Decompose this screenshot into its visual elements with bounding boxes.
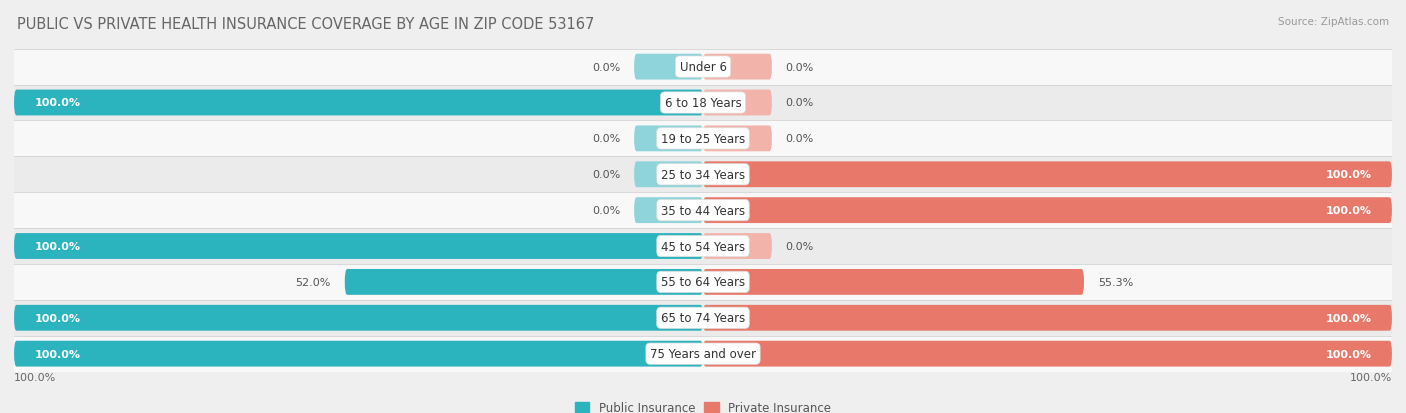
Text: 52.0%: 52.0%	[295, 277, 330, 287]
FancyBboxPatch shape	[634, 198, 703, 223]
Text: 0.0%: 0.0%	[786, 134, 814, 144]
Bar	[14, 228, 1392, 264]
Text: 100.0%: 100.0%	[35, 242, 80, 252]
Text: 100.0%: 100.0%	[1350, 372, 1392, 382]
Text: 100.0%: 100.0%	[1326, 313, 1371, 323]
Text: 45 to 54 Years: 45 to 54 Years	[661, 240, 745, 253]
FancyBboxPatch shape	[14, 90, 703, 116]
Text: 0.0%: 0.0%	[786, 98, 814, 108]
Bar	[14, 336, 1392, 372]
Text: 25 to 34 Years: 25 to 34 Years	[661, 169, 745, 181]
FancyBboxPatch shape	[703, 126, 772, 152]
FancyBboxPatch shape	[634, 126, 703, 152]
Bar	[14, 193, 1392, 228]
FancyBboxPatch shape	[14, 341, 703, 367]
FancyBboxPatch shape	[703, 55, 772, 81]
Text: 0.0%: 0.0%	[592, 206, 620, 216]
FancyBboxPatch shape	[703, 269, 1084, 295]
Bar	[14, 264, 1392, 300]
Text: 100.0%: 100.0%	[35, 98, 80, 108]
FancyBboxPatch shape	[703, 90, 772, 116]
Text: 0.0%: 0.0%	[786, 62, 814, 72]
FancyBboxPatch shape	[634, 162, 703, 188]
Bar	[14, 50, 1392, 85]
Text: 0.0%: 0.0%	[592, 62, 620, 72]
Text: 100.0%: 100.0%	[1326, 349, 1371, 359]
FancyBboxPatch shape	[344, 269, 703, 295]
FancyBboxPatch shape	[703, 198, 1392, 223]
Text: 55.3%: 55.3%	[1098, 277, 1133, 287]
Text: 100.0%: 100.0%	[35, 349, 80, 359]
FancyBboxPatch shape	[14, 233, 703, 259]
FancyBboxPatch shape	[14, 305, 703, 331]
Text: Under 6: Under 6	[679, 61, 727, 74]
Text: 55 to 64 Years: 55 to 64 Years	[661, 276, 745, 289]
Bar	[14, 157, 1392, 193]
Text: 100.0%: 100.0%	[35, 313, 80, 323]
Text: 75 Years and over: 75 Years and over	[650, 347, 756, 360]
FancyBboxPatch shape	[634, 55, 703, 81]
FancyBboxPatch shape	[703, 341, 1392, 367]
Text: 35 to 44 Years: 35 to 44 Years	[661, 204, 745, 217]
FancyBboxPatch shape	[703, 233, 772, 259]
FancyBboxPatch shape	[703, 305, 1392, 331]
Text: 0.0%: 0.0%	[592, 170, 620, 180]
Legend: Public Insurance, Private Insurance: Public Insurance, Private Insurance	[575, 401, 831, 413]
Bar	[14, 300, 1392, 336]
Bar	[14, 121, 1392, 157]
Text: 100.0%: 100.0%	[14, 372, 56, 382]
Text: 0.0%: 0.0%	[786, 242, 814, 252]
FancyBboxPatch shape	[703, 162, 1392, 188]
Text: Source: ZipAtlas.com: Source: ZipAtlas.com	[1278, 17, 1389, 26]
Text: PUBLIC VS PRIVATE HEALTH INSURANCE COVERAGE BY AGE IN ZIP CODE 53167: PUBLIC VS PRIVATE HEALTH INSURANCE COVER…	[17, 17, 595, 31]
Text: 100.0%: 100.0%	[1326, 206, 1371, 216]
Text: 100.0%: 100.0%	[1326, 170, 1371, 180]
Text: 65 to 74 Years: 65 to 74 Years	[661, 311, 745, 325]
Text: 0.0%: 0.0%	[592, 134, 620, 144]
Text: 6 to 18 Years: 6 to 18 Years	[665, 97, 741, 110]
Text: 19 to 25 Years: 19 to 25 Years	[661, 133, 745, 145]
Bar	[14, 85, 1392, 121]
